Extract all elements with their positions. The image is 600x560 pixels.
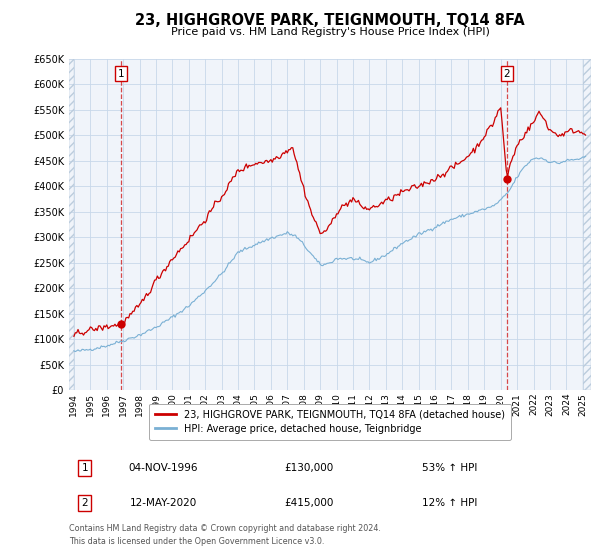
Text: 23, HIGHGROVE PARK, TEIGNMOUTH, TQ14 8FA: 23, HIGHGROVE PARK, TEIGNMOUTH, TQ14 8FA	[135, 13, 525, 28]
Text: Contains HM Land Registry data © Crown copyright and database right 2024.: Contains HM Land Registry data © Crown c…	[69, 524, 381, 533]
Text: 1: 1	[118, 69, 124, 79]
Text: 1: 1	[82, 463, 88, 473]
Text: 2: 2	[503, 69, 510, 79]
Legend: 23, HIGHGROVE PARK, TEIGNMOUTH, TQ14 8FA (detached house), HPI: Average price, d: 23, HIGHGROVE PARK, TEIGNMOUTH, TQ14 8FA…	[149, 404, 511, 440]
Text: Price paid vs. HM Land Registry's House Price Index (HPI): Price paid vs. HM Land Registry's House …	[170, 27, 490, 38]
Text: £415,000: £415,000	[284, 498, 334, 508]
Text: 53% ↑ HPI: 53% ↑ HPI	[422, 463, 478, 473]
Text: This data is licensed under the Open Government Licence v3.0.: This data is licensed under the Open Gov…	[69, 537, 325, 546]
Text: 2: 2	[82, 498, 88, 508]
Text: 04-NOV-1996: 04-NOV-1996	[128, 463, 198, 473]
Text: 12-MAY-2020: 12-MAY-2020	[130, 498, 197, 508]
Text: 12% ↑ HPI: 12% ↑ HPI	[422, 498, 478, 508]
Text: £130,000: £130,000	[284, 463, 334, 473]
